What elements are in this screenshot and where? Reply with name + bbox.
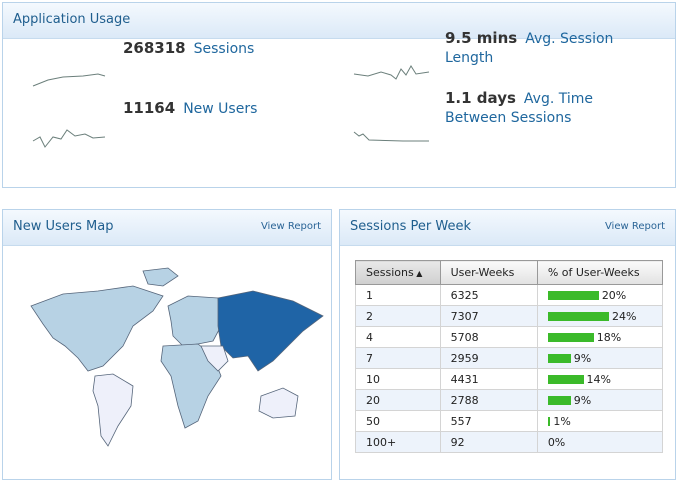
panel-title: New Users Map: [13, 219, 114, 234]
column-header: User-Weeks: [439, 260, 538, 285]
table-row: 7 2959 9%: [355, 347, 664, 369]
percent-bar: [547, 291, 599, 300]
view-report-link[interactable]: View Report: [260, 221, 321, 232]
user-weeks-cell: 7307: [439, 305, 538, 327]
user-weeks-cell: 2788: [439, 389, 538, 411]
table-row: 2 7307 24%: [355, 305, 664, 327]
sparklines: [32, 65, 430, 148]
percent-label: 24%: [612, 309, 637, 323]
percent-cell: 18%: [536, 326, 664, 348]
panel-header: Application Usage: [3, 3, 675, 39]
user-weeks-cell: 5708: [439, 326, 538, 348]
column-header: Sessions ▲: [355, 260, 441, 285]
europe: [167, 295, 222, 347]
percent-label: 20%: [601, 288, 627, 302]
metric-label: Avg. Session Length: [445, 31, 614, 66]
percent-bar: [547, 417, 551, 426]
percent-cell: 1%: [536, 410, 664, 432]
sessions-panel: Sessions Per Week View Report Sessions ▲ U…: [339, 209, 676, 480]
asia: [217, 290, 324, 372]
sessions-cell: 2: [355, 305, 441, 327]
percent-bar: [547, 396, 571, 405]
user-weeks-cell: 6325: [439, 284, 538, 306]
sessions-cell: 20: [355, 389, 441, 411]
column-header-text: % of User-Weeks: [547, 266, 640, 279]
metric-value: 9.5 mins: [445, 29, 518, 47]
panel-title: Sessions Per Week: [350, 219, 471, 234]
percent-label: 0%: [547, 435, 566, 449]
sparkline: [32, 129, 106, 148]
metric-value: 11164: [123, 99, 176, 117]
south-america: [92, 373, 134, 447]
world-map: [30, 267, 324, 447]
percent-cell: 9%: [536, 347, 664, 369]
table-row: 10 4431 14%: [355, 368, 664, 390]
sessions-cell: 100+: [355, 431, 441, 453]
sessions-cell: 1: [355, 284, 441, 306]
sessions-cell: 50: [355, 410, 441, 432]
user-weeks-cell: 92: [439, 431, 538, 453]
percent-label: 9%: [573, 351, 592, 365]
panel-header: New Users Map View Report: [3, 210, 331, 246]
metric-label: New Users: [183, 101, 258, 117]
australia: [258, 387, 299, 419]
panel-title: Application Usage: [13, 12, 131, 27]
sessions-cell: 4: [355, 326, 441, 348]
column-header-text: Sessions: [366, 266, 414, 279]
sessions-cell: 7: [355, 347, 441, 369]
metric-value: 1.1 days: [445, 89, 516, 107]
sparkline: [353, 65, 430, 80]
map-panel: New Users Map View Report: [2, 209, 332, 480]
user-weeks-cell: 4431: [439, 368, 538, 390]
percent-label: 18%: [596, 330, 622, 344]
sessions-table: Sessions ▲ User-Weeks % of User-Weeks 1 6325…: [355, 260, 664, 453]
column-header-text: User-Weeks: [450, 266, 515, 279]
percent-label: 1%: [553, 414, 571, 428]
greenland: [142, 267, 179, 287]
north-america: [30, 285, 164, 372]
sparkline: [32, 73, 106, 87]
table-row: 100+ 92 0%: [355, 431, 664, 453]
percent-label: 14%: [586, 372, 611, 386]
usage-panel: Application Usage 268318 Sessions 11164 New…: [2, 2, 676, 188]
column-header: % of User-Weeks: [536, 260, 664, 285]
table-row: 50 557 1%: [355, 410, 664, 432]
percent-bar: [547, 312, 609, 321]
percent-cell: 14%: [536, 368, 664, 390]
table-row: 4 5708 18%: [355, 326, 664, 348]
middle-east: [200, 345, 229, 372]
percent-bar: [547, 354, 571, 363]
metric-label: Avg. Time Between Sessions: [445, 91, 593, 126]
percent-cell: 9%: [536, 389, 664, 411]
percent-label: 9%: [573, 393, 592, 407]
metric: 11164 New Users: [123, 99, 313, 119]
panel-header: Sessions Per Week View Report: [340, 210, 675, 246]
metric: 268318 Sessions: [123, 39, 313, 59]
table-row: 20 2788 9%: [355, 389, 664, 411]
metric: 9.5 mins Avg. Session Length: [445, 29, 635, 68]
metric-label: Sessions: [193, 41, 255, 57]
table-row: 1 6325 20%: [355, 284, 664, 306]
sparkline: [353, 131, 429, 142]
view-report-link[interactable]: View Report: [604, 221, 665, 232]
user-weeks-cell: 2959: [439, 347, 538, 369]
percent-cell: 24%: [536, 305, 664, 327]
sessions-cell: 10: [355, 368, 441, 390]
percent-bar: [547, 375, 584, 384]
percent-cell: 0%: [536, 431, 664, 453]
user-weeks-cell: 557: [439, 410, 538, 432]
percent-cell: 20%: [536, 284, 664, 306]
metric-value: 268318: [123, 39, 186, 57]
percent-bar: [547, 333, 594, 342]
sort-arrow: ▲: [413, 269, 423, 278]
metric: 1.1 days Avg. Time Between Sessions: [445, 89, 635, 128]
